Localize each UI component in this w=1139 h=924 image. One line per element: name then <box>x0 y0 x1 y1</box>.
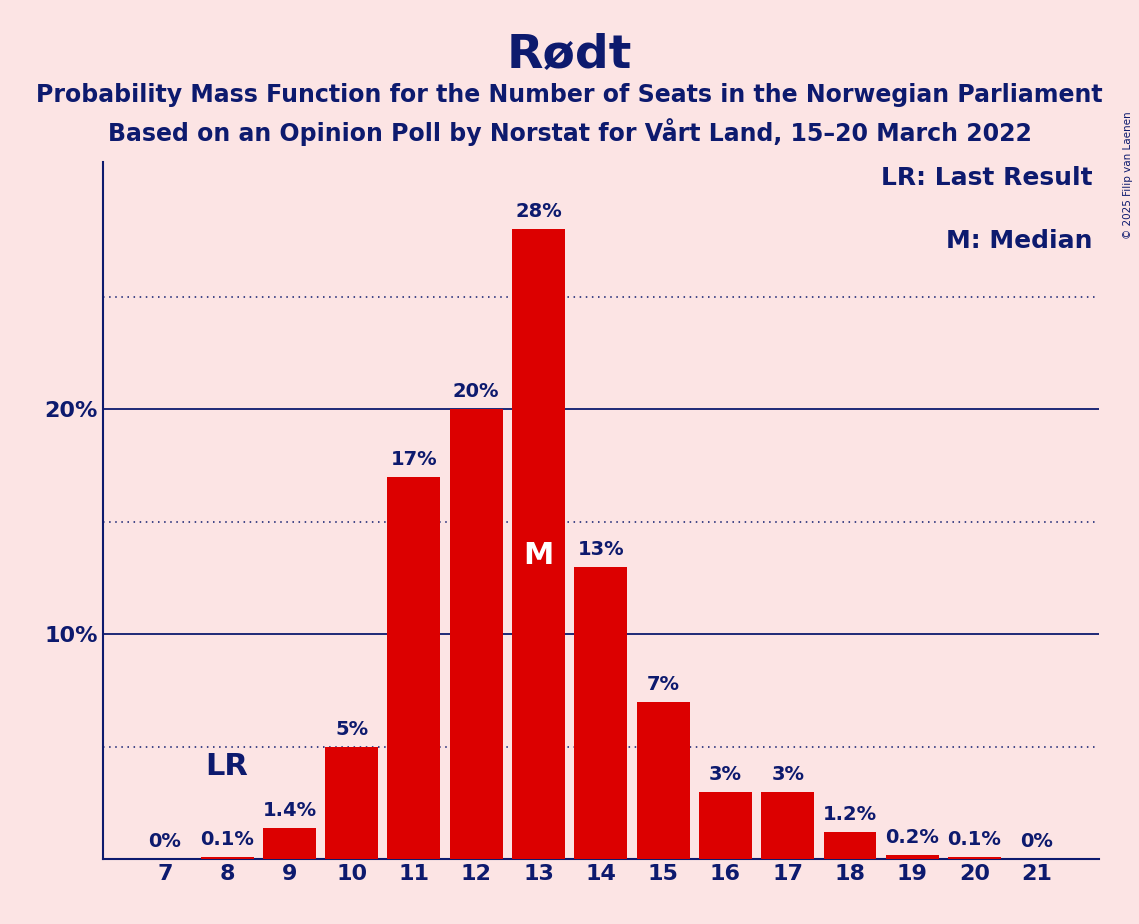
Text: M: M <box>523 541 554 570</box>
Text: 13%: 13% <box>577 540 624 559</box>
Bar <box>326 747 378 859</box>
Text: 0.2%: 0.2% <box>885 828 940 847</box>
Bar <box>637 702 689 859</box>
Text: Probability Mass Function for the Number of Seats in the Norwegian Parliament: Probability Mass Function for the Number… <box>36 83 1103 107</box>
Text: 1.2%: 1.2% <box>822 806 877 824</box>
Bar <box>699 792 752 859</box>
Bar <box>450 409 502 859</box>
Text: © 2025 Filip van Laenen: © 2025 Filip van Laenen <box>1123 111 1133 238</box>
Text: M: Median: M: Median <box>947 229 1093 253</box>
Text: 3%: 3% <box>708 765 741 784</box>
Text: 0%: 0% <box>148 833 181 851</box>
Text: 0.1%: 0.1% <box>200 830 254 849</box>
Bar <box>387 477 441 859</box>
Text: 17%: 17% <box>391 450 437 468</box>
Text: LR: Last Result: LR: Last Result <box>882 166 1093 190</box>
Text: 0.1%: 0.1% <box>948 830 1001 849</box>
Bar <box>513 229 565 859</box>
Bar <box>761 792 814 859</box>
Text: Rødt: Rødt <box>507 32 632 78</box>
Text: 7%: 7% <box>647 675 680 694</box>
Bar <box>263 828 316 859</box>
Text: LR: LR <box>206 751 248 781</box>
Bar <box>823 833 876 859</box>
Text: 20%: 20% <box>453 383 500 401</box>
Text: Based on an Opinion Poll by Norstat for Vårt Land, 15–20 March 2022: Based on an Opinion Poll by Norstat for … <box>107 118 1032 146</box>
Bar <box>948 857 1001 859</box>
Text: 1.4%: 1.4% <box>262 801 317 820</box>
Bar <box>574 566 628 859</box>
Text: 0%: 0% <box>1021 833 1054 851</box>
Text: 28%: 28% <box>515 202 562 222</box>
Text: 3%: 3% <box>771 765 804 784</box>
Bar <box>200 857 254 859</box>
Bar <box>886 855 939 859</box>
Text: 5%: 5% <box>335 720 368 739</box>
